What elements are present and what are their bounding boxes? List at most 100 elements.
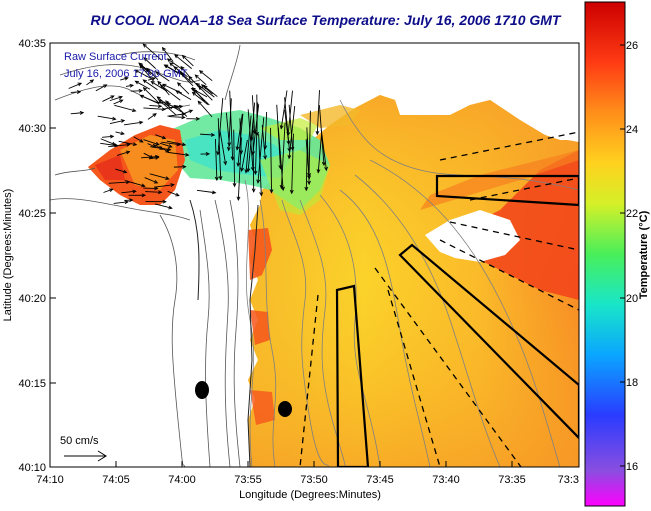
current-vector-head (170, 183, 175, 187)
current-vector-head (155, 154, 160, 159)
current-vector-head (142, 43, 147, 48)
current-vector-head (249, 136, 254, 142)
current-vector-head (109, 134, 115, 139)
current-vector (145, 191, 162, 193)
current-vector-head (289, 189, 294, 195)
current-vector-head (195, 116, 201, 121)
current-vector-head (159, 84, 165, 89)
current-vector (155, 134, 166, 139)
current-vector-head (175, 192, 180, 197)
current-vector-head (240, 167, 245, 172)
x-tick-label: 73:55 (234, 474, 262, 486)
x-tick-label: 73:40 (432, 474, 460, 486)
current-vector (115, 168, 127, 173)
current-vector (143, 87, 160, 104)
current-vector-head (149, 154, 154, 159)
current-vector (100, 142, 118, 147)
current-vector-head (197, 100, 202, 105)
current-vector-head (191, 86, 196, 92)
current-vector-head (324, 166, 328, 172)
current-vector-head (150, 81, 155, 85)
current-vector-head (125, 180, 131, 185)
current-vector (109, 96, 123, 102)
current-vector (258, 133, 262, 196)
current-vector (175, 90, 192, 101)
current-vector (155, 71, 170, 82)
current-vector-head (132, 108, 137, 113)
current-vector-head (142, 79, 147, 84)
legend-line-2: July 16, 2006 17:00 GMT (64, 68, 188, 80)
current-vector (123, 121, 143, 126)
current-vector (168, 116, 185, 118)
current-vector (280, 90, 288, 129)
x-axis-ticks: 74:10 74:05 74:00 73:55 73:50 73:45 73:40 73:35… (36, 461, 580, 486)
current-vector-head (103, 84, 108, 88)
current-vector (181, 73, 194, 84)
current-vector (143, 107, 166, 110)
current-vector-head (174, 54, 179, 59)
current-vector (156, 96, 173, 110)
x-tick-label: 74:05 (102, 474, 130, 486)
dashed-transects (299, 131, 579, 467)
current-vector (196, 189, 216, 194)
current-vector-head (251, 188, 256, 193)
current-vector (121, 190, 136, 194)
current-vector-head (230, 156, 235, 161)
colorbar-tick-label: 20 (626, 293, 638, 305)
current-vector-head (124, 76, 129, 81)
current-vector (97, 115, 116, 120)
current-vector (154, 184, 174, 188)
current-vector-head (111, 141, 117, 146)
current-vector-head (223, 161, 228, 166)
current-vector (166, 102, 182, 113)
current-vector (251, 102, 256, 141)
current-vector-head (200, 84, 206, 89)
current-vector-head (112, 116, 117, 121)
current-vector (264, 112, 268, 149)
current-vector (157, 81, 170, 96)
current-vector (180, 66, 195, 83)
current-vector-head (246, 168, 251, 173)
current-vector (317, 134, 322, 173)
current-vector (217, 98, 224, 155)
current-vector (217, 118, 222, 180)
current-vector (167, 151, 189, 156)
current-vector (287, 90, 293, 136)
current-vector (139, 63, 152, 76)
current-vector (149, 173, 169, 180)
current-vector-head (119, 99, 124, 104)
current-vector (142, 43, 162, 61)
current-vector-head (142, 86, 147, 92)
current-vector (247, 109, 254, 171)
current-vector (86, 79, 94, 86)
y-tick-label: 40:20 (18, 293, 46, 305)
y-tick-label: 40:35 (18, 38, 46, 50)
current-vector-head (120, 119, 126, 123)
current-vector (251, 95, 256, 134)
colorbar-tick-label: 18 (626, 377, 638, 389)
current-vector-head (161, 83, 167, 88)
surface-current-vectors (68, 43, 328, 210)
current-vector (151, 81, 168, 92)
transect-boxes (335, 174, 579, 467)
current-vector (102, 135, 114, 138)
current-vector-head (178, 104, 184, 109)
current-vector (133, 136, 144, 143)
current-vector-head (227, 142, 232, 147)
current-vector (95, 84, 107, 92)
current-vector-head (236, 162, 241, 168)
current-vector (254, 102, 259, 175)
current-vector-head (132, 142, 138, 147)
current-vector-head (143, 57, 148, 62)
current-vector (115, 131, 125, 135)
current-vector-head (194, 74, 199, 79)
current-vector-head (132, 189, 137, 194)
current-vector (143, 139, 160, 146)
current-vector (195, 74, 207, 86)
current-vector (149, 105, 162, 107)
current-vector-head (175, 90, 180, 95)
current-vector-head (159, 146, 164, 150)
current-vector-head (141, 193, 147, 198)
current-vector-head (169, 62, 174, 67)
black-dot-2 (278, 401, 292, 417)
